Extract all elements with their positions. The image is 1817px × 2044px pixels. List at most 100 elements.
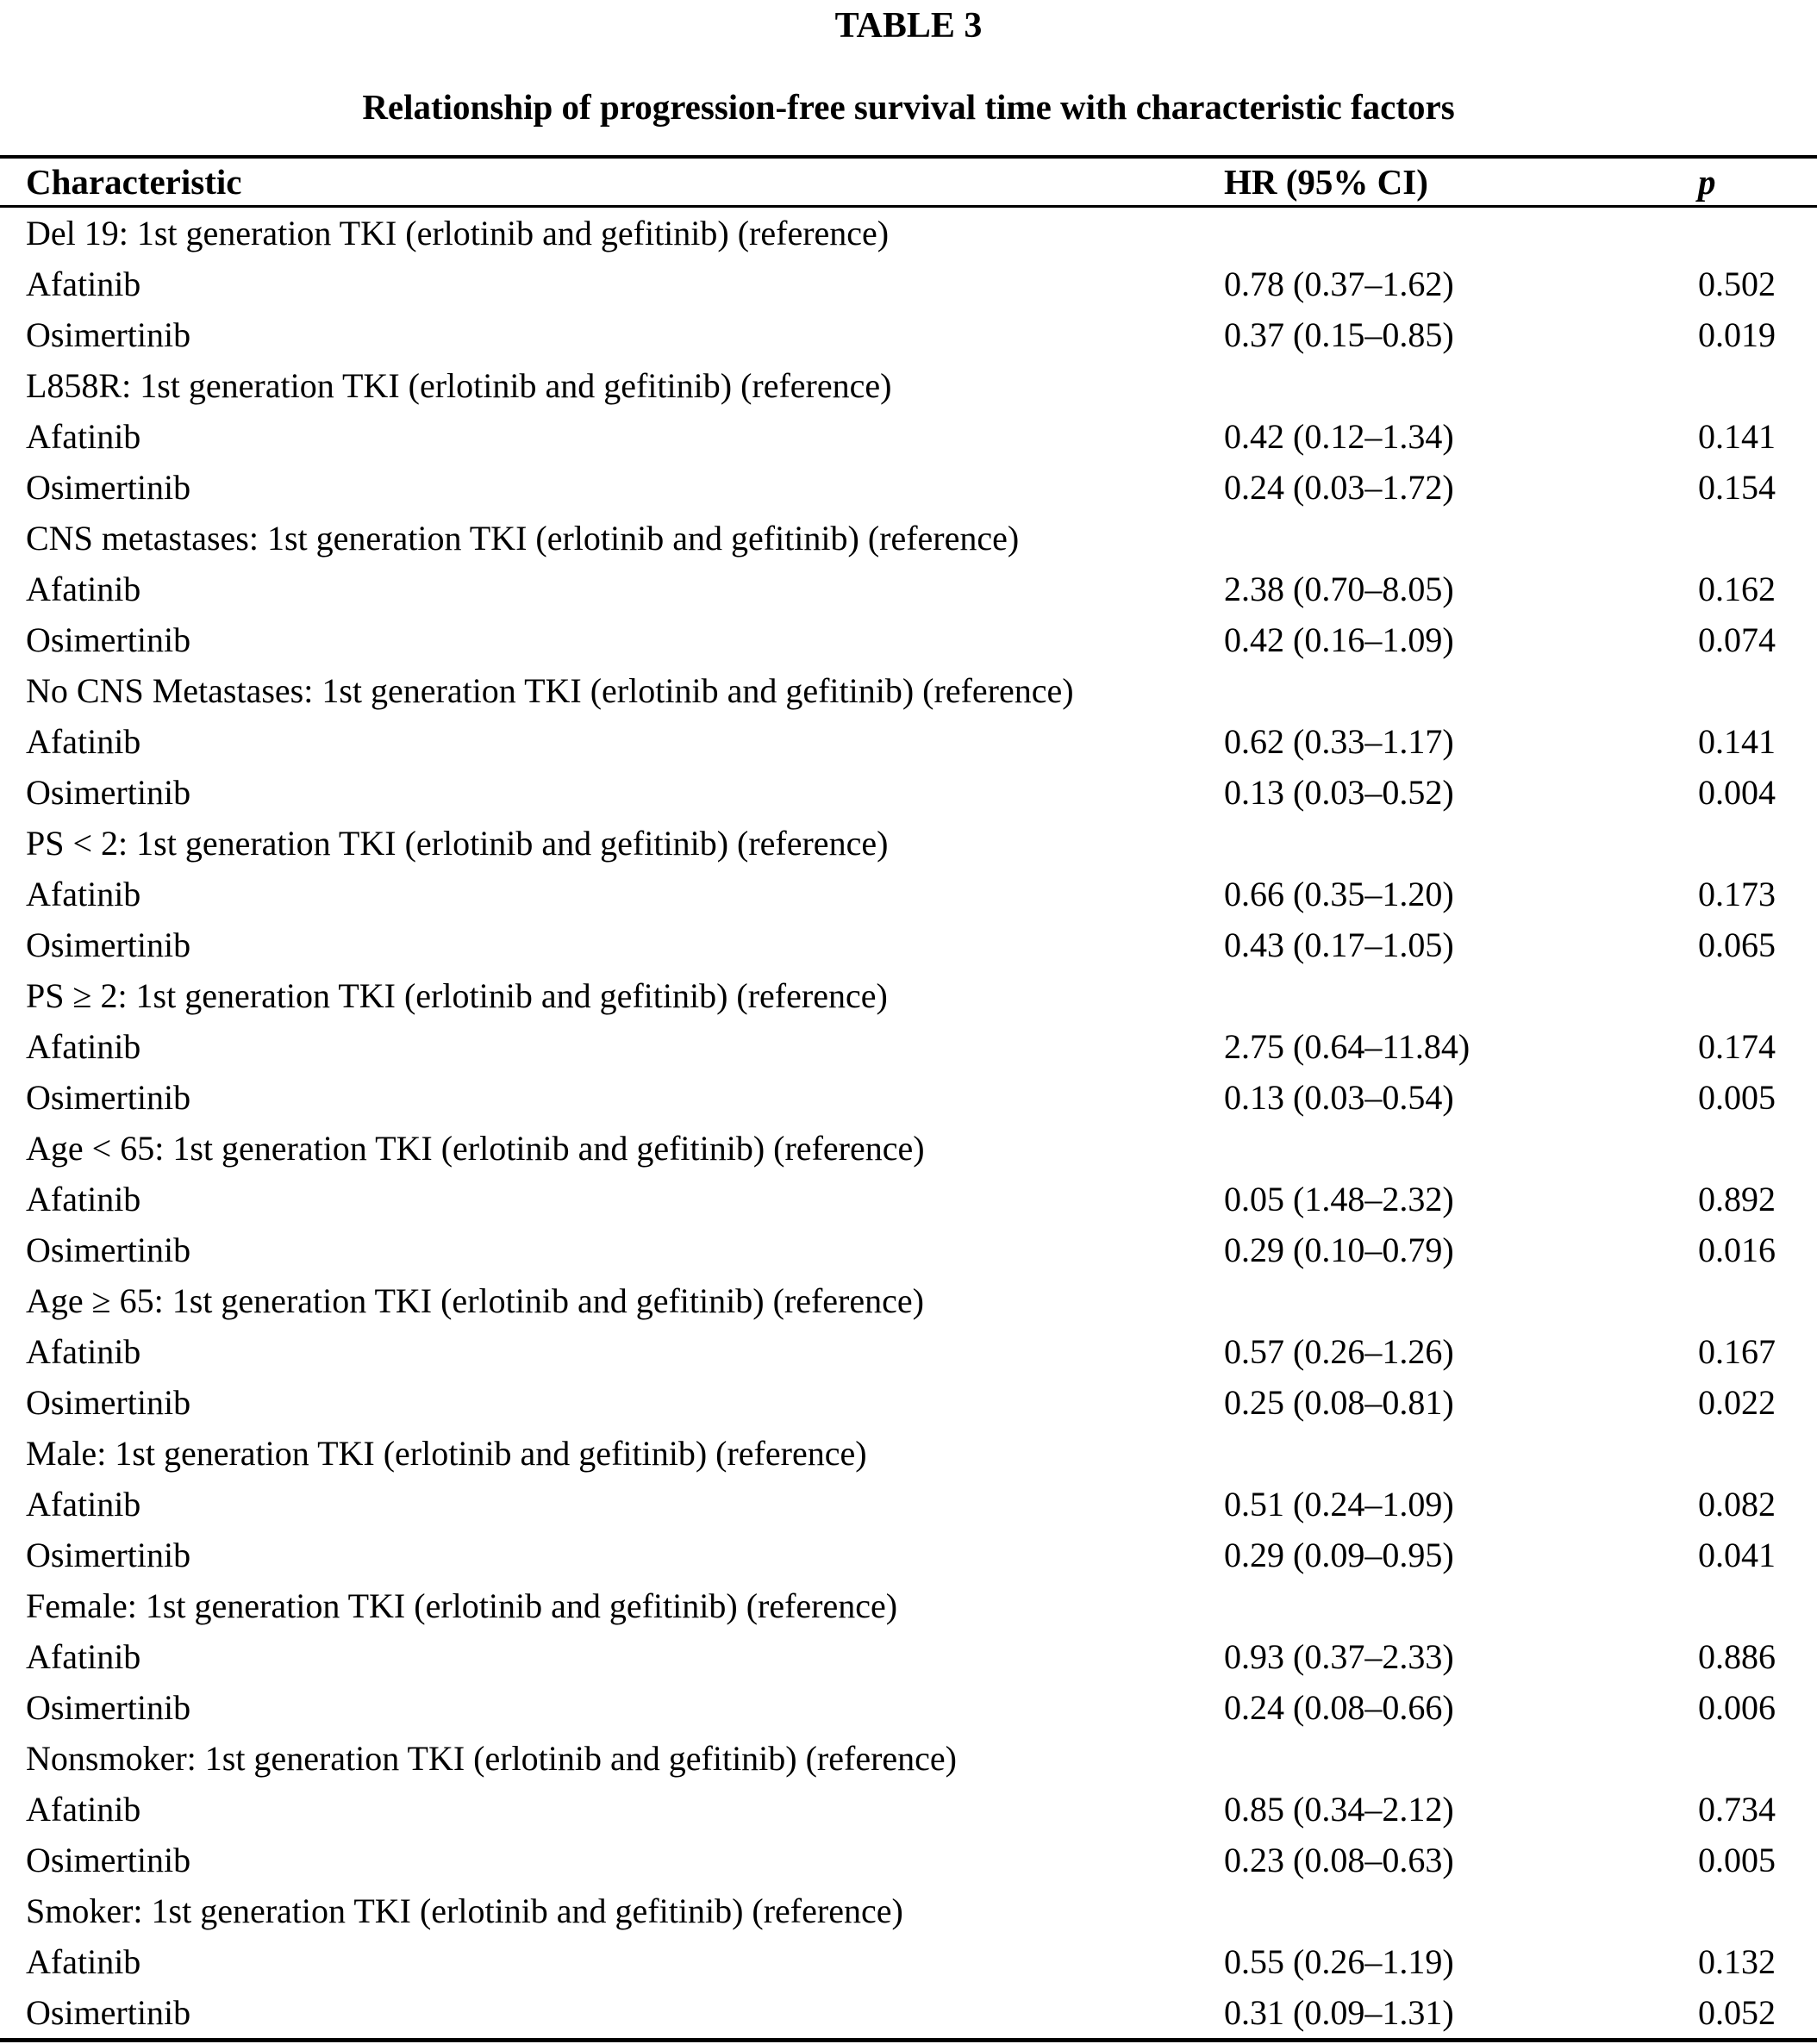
- cell-p-value: 0.892: [1698, 1180, 1776, 1218]
- cell-p-value: [1698, 818, 1817, 869]
- table-row: Osimertinib 0.29 (0.10–0.79) 0.016: [0, 1225, 1817, 1275]
- cell-p-value: 0.019: [1698, 315, 1776, 354]
- cell-characteristic: Afatinib: [26, 1790, 141, 1829]
- cell-characteristic: Osimertinib: [26, 1841, 191, 1879]
- table-row: Afatinib 2.38 (0.70–8.05) 0.162: [0, 564, 1817, 614]
- cell-p-value: 0.005: [1698, 1841, 1776, 1879]
- table-row: Afatinib 0.93 (0.37–2.33) 0.886: [0, 1631, 1817, 1682]
- cell-hr-95ci: 0.13 (0.03–0.52): [1224, 773, 1454, 812]
- table-row: Afatinib 0.51 (0.24–1.09) 0.082: [0, 1479, 1817, 1530]
- cell-characteristic: Nonsmoker: 1st generation TKI (erlotinib…: [26, 1739, 957, 1778]
- table-row: Afatinib 0.42 (0.12–1.34) 0.141: [0, 411, 1817, 462]
- cell-hr-95ci: 0.55 (0.26–1.19): [1224, 1942, 1454, 1981]
- cell-p-value: 0.065: [1698, 925, 1776, 964]
- cell-hr-95ci: [1224, 970, 1698, 1021]
- cell-p-value: [1698, 207, 1817, 259]
- cell-p-value: [1698, 1428, 1817, 1479]
- cell-characteristic: Osimertinib: [26, 468, 191, 507]
- cell-hr-95ci: [1224, 665, 1698, 716]
- cell-hr-95ci: [1224, 513, 1698, 564]
- cell-characteristic: No CNS Metastases: 1st generation TKI (e…: [26, 671, 1074, 710]
- cell-characteristic: Afatinib: [26, 1942, 141, 1981]
- cell-hr-95ci: [1224, 1885, 1698, 1936]
- table-row: Osimertinib 0.31 (0.09–1.31) 0.052: [0, 1987, 1817, 2041]
- cell-hr-95ci: 0.23 (0.08–0.63): [1224, 1841, 1454, 1879]
- cell-p-value: 0.006: [1698, 1688, 1776, 1727]
- cell-characteristic: Osimertinib: [26, 1993, 191, 2032]
- table-row: Afatinib 0.85 (0.34–2.12) 0.734: [0, 1784, 1817, 1835]
- column-header-hr-95ci: HR (95% CI): [1224, 157, 1698, 208]
- cell-p-value: 0.162: [1698, 570, 1776, 608]
- cell-hr-95ci: [1224, 1733, 1698, 1784]
- cell-p-value: 0.154: [1698, 468, 1776, 507]
- cell-hr-95ci: 0.93 (0.37–2.33): [1224, 1637, 1454, 1676]
- table-section-row: L858R: 1st generation TKI (erlotinib and…: [0, 360, 1817, 411]
- table-row: Afatinib 2.75 (0.64–11.84) 0.174: [0, 1021, 1817, 1072]
- cell-hr-95ci: 0.37 (0.15–0.85): [1224, 315, 1454, 354]
- cell-hr-95ci: [1224, 1428, 1698, 1479]
- cell-characteristic: Afatinib: [26, 1485, 141, 1524]
- cell-hr-95ci: [1224, 818, 1698, 869]
- cell-characteristic: Osimertinib: [26, 1536, 191, 1574]
- table-header: Characteristic HR (95% CI) p: [0, 157, 1817, 208]
- table-row: Osimertinib 0.24 (0.03–1.72) 0.154: [0, 462, 1817, 513]
- cell-hr-95ci: [1224, 1123, 1698, 1174]
- cell-p-value: 0.022: [1698, 1383, 1776, 1422]
- table-row: Afatinib 0.05 (1.48–2.32) 0.892: [0, 1174, 1817, 1225]
- cell-characteristic: Age ≥ 65: 1st generation TKI (erlotinib …: [26, 1281, 924, 1320]
- cell-characteristic: Osimertinib: [26, 315, 191, 354]
- cell-p-value: 0.141: [1698, 417, 1776, 456]
- cell-hr-95ci: [1224, 1275, 1698, 1326]
- cell-characteristic: Del 19: 1st generation TKI (erlotinib an…: [26, 214, 890, 252]
- cell-p-value: [1698, 1123, 1817, 1174]
- cell-hr-95ci: [1224, 207, 1698, 259]
- cell-hr-95ci: 0.62 (0.33–1.17): [1224, 722, 1454, 761]
- cell-p-value: 0.167: [1698, 1332, 1776, 1371]
- cell-hr-95ci: 0.05 (1.48–2.32): [1224, 1180, 1454, 1218]
- cell-hr-95ci: 0.31 (0.09–1.31): [1224, 1993, 1454, 2032]
- cell-characteristic: PS ≥ 2: 1st generation TKI (erlotinib an…: [26, 976, 888, 1015]
- table-row: Osimertinib 0.29 (0.09–0.95) 0.041: [0, 1530, 1817, 1580]
- cell-p-value: 0.005: [1698, 1078, 1776, 1117]
- table-row: Osimertinib 0.13 (0.03–0.52) 0.004: [0, 767, 1817, 818]
- characteristics-table: Characteristic HR (95% CI) p Del 19: 1st…: [0, 155, 1817, 2042]
- cell-p-value: [1698, 360, 1817, 411]
- table-row: Osimertinib 0.13 (0.03–0.54) 0.005: [0, 1072, 1817, 1123]
- cell-p-value: 0.132: [1698, 1942, 1776, 1981]
- cell-characteristic: Osimertinib: [26, 1383, 191, 1422]
- table-body: Del 19: 1st generation TKI (erlotinib an…: [0, 207, 1817, 2041]
- table-row: Afatinib 0.66 (0.35–1.20) 0.173: [0, 869, 1817, 919]
- table-section-row: PS ≥ 2: 1st generation TKI (erlotinib an…: [0, 970, 1817, 1021]
- cell-hr-95ci: 0.25 (0.08–0.81): [1224, 1383, 1454, 1422]
- cell-characteristic: PS < 2: 1st generation TKI (erlotinib an…: [26, 824, 889, 863]
- table-section-row: Female: 1st generation TKI (erlotinib an…: [0, 1580, 1817, 1631]
- cell-hr-95ci: 0.85 (0.34–2.12): [1224, 1790, 1454, 1829]
- table-caption: Relationship of progression-free surviva…: [362, 87, 1455, 127]
- table-row: Osimertinib 0.43 (0.17–1.05) 0.065: [0, 919, 1817, 970]
- cell-hr-95ci: 2.75 (0.64–11.84): [1224, 1027, 1470, 1066]
- cell-p-value: [1698, 1580, 1817, 1631]
- table-header-row: Characteristic HR (95% CI) p: [0, 157, 1817, 208]
- cell-p-value: 0.886: [1698, 1637, 1776, 1676]
- cell-hr-95ci: 0.66 (0.35–1.20): [1224, 875, 1454, 913]
- cell-hr-95ci: 2.38 (0.70–8.05): [1224, 570, 1454, 608]
- cell-characteristic: Afatinib: [26, 1637, 141, 1676]
- cell-p-value: [1698, 1275, 1817, 1326]
- cell-p-value: 0.074: [1698, 620, 1776, 659]
- cell-hr-95ci: [1224, 360, 1698, 411]
- table-row: Afatinib 0.57 (0.26–1.26) 0.167: [0, 1326, 1817, 1377]
- cell-characteristic: Afatinib: [26, 875, 141, 913]
- cell-characteristic: Osimertinib: [26, 1231, 191, 1269]
- cell-characteristic: Afatinib: [26, 722, 141, 761]
- column-header-characteristic: Characteristic: [0, 157, 1224, 208]
- table-section-row: Age < 65: 1st generation TKI (erlotinib …: [0, 1123, 1817, 1174]
- table-section-row: Nonsmoker: 1st generation TKI (erlotinib…: [0, 1733, 1817, 1784]
- table-row: Osimertinib 0.37 (0.15–0.85) 0.019: [0, 309, 1817, 360]
- cell-hr-95ci: 0.42 (0.16–1.09): [1224, 620, 1454, 659]
- column-header-p-value: p: [1698, 157, 1817, 208]
- table-section-row: Age ≥ 65: 1st generation TKI (erlotinib …: [0, 1275, 1817, 1326]
- cell-characteristic: Male: 1st generation TKI (erlotinib and …: [26, 1434, 867, 1473]
- cell-characteristic: Female: 1st generation TKI (erlotinib an…: [26, 1586, 898, 1625]
- cell-p-value: 0.734: [1698, 1790, 1776, 1829]
